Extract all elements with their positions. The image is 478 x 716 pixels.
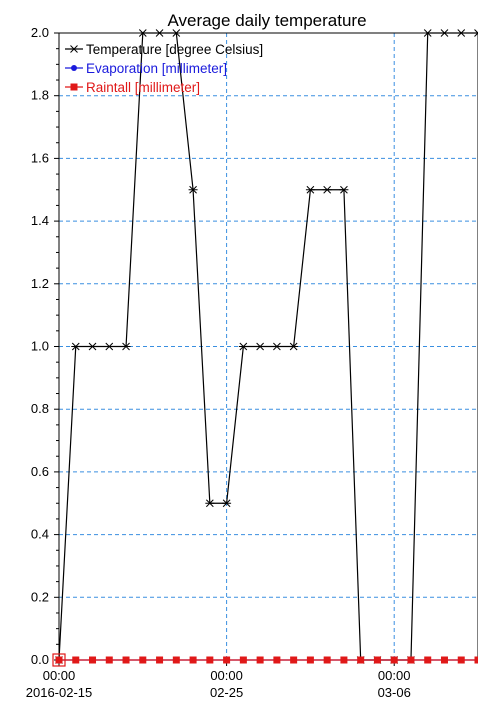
y-tick-label: 0.0 (31, 652, 49, 667)
y-tick-label: 1.6 (31, 150, 49, 165)
legend-swatch-marker (71, 84, 78, 91)
x-tick-date-label: 03-06 (378, 685, 411, 700)
data-point (223, 657, 230, 664)
data-point (357, 657, 364, 664)
data-point (307, 657, 314, 664)
y-tick-label: 1.0 (31, 339, 49, 354)
data-point (156, 657, 163, 664)
x-tick-date-label: 2016-02-15 (26, 685, 93, 700)
data-point (206, 657, 213, 664)
y-tick-label: 1.2 (31, 276, 49, 291)
data-point (407, 657, 414, 664)
x-tick-date-label: 02-25 (210, 685, 243, 700)
y-tick-label: 0.4 (31, 527, 49, 542)
data-point (290, 657, 297, 664)
data-point (240, 657, 247, 664)
data-point (324, 657, 331, 664)
legend-item: Raintall [millimeter] (65, 80, 200, 95)
data-point (391, 657, 398, 664)
data-point (123, 657, 130, 664)
legend-swatch-marker (71, 65, 77, 71)
chart-title: Average daily temperature (167, 11, 366, 30)
y-tick-label: 2.0 (31, 25, 49, 40)
legend-label: Raintall [millimeter] (86, 80, 200, 95)
data-point (424, 657, 431, 664)
data-point (374, 657, 381, 664)
y-tick-label: 0.2 (31, 589, 49, 604)
x-tick-time-label: 00:00 (43, 668, 76, 683)
data-point (273, 657, 280, 664)
data-point (173, 657, 180, 664)
legend-item: Temperature [degree Celsius] (65, 42, 263, 57)
data-point (257, 657, 264, 664)
y-tick-label: 0.8 (31, 401, 49, 416)
y-tick-label: 1.4 (31, 213, 49, 228)
data-point (340, 657, 347, 664)
legend-label: Evaporation [millimeter] (86, 61, 227, 76)
data-point (190, 657, 197, 664)
y-tick-label: 1.8 (31, 88, 49, 103)
legend-label: Temperature [degree Celsius] (86, 42, 263, 57)
data-point (458, 657, 465, 664)
data-point (72, 657, 79, 664)
legend-item: Evaporation [millimeter] (65, 61, 227, 76)
x-tick-time-label: 00:00 (378, 668, 411, 683)
data-point (106, 657, 113, 664)
data-point (89, 657, 96, 664)
data-point (139, 657, 146, 664)
data-point (475, 657, 478, 664)
y-tick-label: 0.6 (31, 464, 49, 479)
data-point (56, 657, 63, 664)
x-tick-time-label: 00:00 (210, 668, 243, 683)
data-point (441, 657, 448, 664)
